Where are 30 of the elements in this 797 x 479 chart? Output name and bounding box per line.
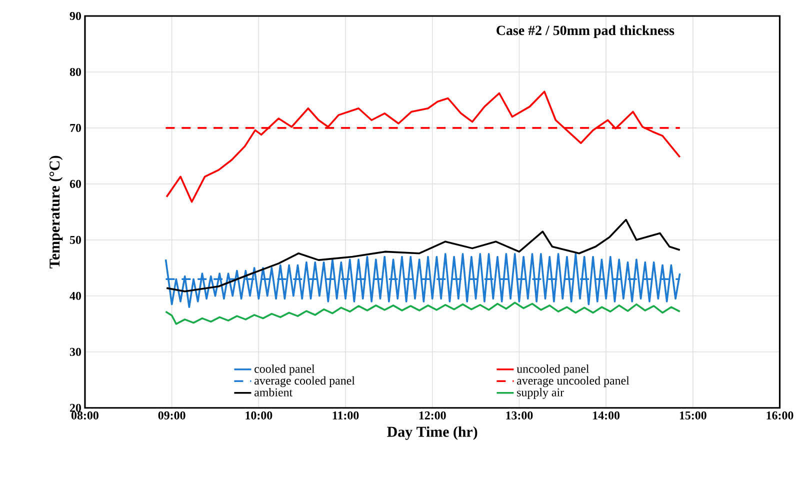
legend-label: average uncooled panel bbox=[517, 376, 630, 388]
y-tick-label: 30 bbox=[70, 348, 81, 356]
x-tick-label: 08:00 bbox=[71, 411, 98, 420]
text: Case #2 / 50mm pad thickness bbox=[496, 25, 674, 38]
y-tick-label: 60 bbox=[70, 180, 81, 188]
y-tick-label: 20 bbox=[70, 404, 81, 412]
line-series bbox=[164, 253, 681, 308]
y-tick-label: 70 bbox=[70, 124, 81, 132]
x-axis-title: Day Time (hr) bbox=[387, 426, 478, 440]
x-tick-label: 12:00 bbox=[419, 411, 446, 420]
y-tick-label: 90 bbox=[70, 12, 81, 20]
line-series bbox=[166, 218, 681, 292]
x-tick-label: 11:00 bbox=[332, 411, 359, 420]
x-tick-label: 14:00 bbox=[593, 411, 620, 420]
y-tick-label: 80 bbox=[70, 68, 81, 76]
x-tick-label: 10:00 bbox=[246, 411, 272, 420]
legend-label: uncooled panel bbox=[516, 364, 590, 376]
y-tick-label: 40 bbox=[70, 292, 81, 300]
line-series bbox=[164, 302, 681, 325]
legend-label: average cooled panel bbox=[254, 376, 355, 388]
y-axis-title: Temperature (°C) bbox=[49, 156, 63, 268]
x-tick-label: 09:00 bbox=[158, 411, 186, 420]
legend-label: supply air bbox=[517, 388, 564, 399]
legend-label: cooled panel bbox=[254, 364, 315, 376]
legend-label: ambient bbox=[254, 388, 293, 396]
x-tick-label: 13:00 bbox=[506, 411, 533, 420]
x-tick-label: 15:00 bbox=[680, 411, 706, 420]
line-series bbox=[166, 90, 681, 203]
x-tick-label: 16:00 bbox=[766, 411, 794, 420]
y-tick-label: 50 bbox=[70, 236, 81, 244]
